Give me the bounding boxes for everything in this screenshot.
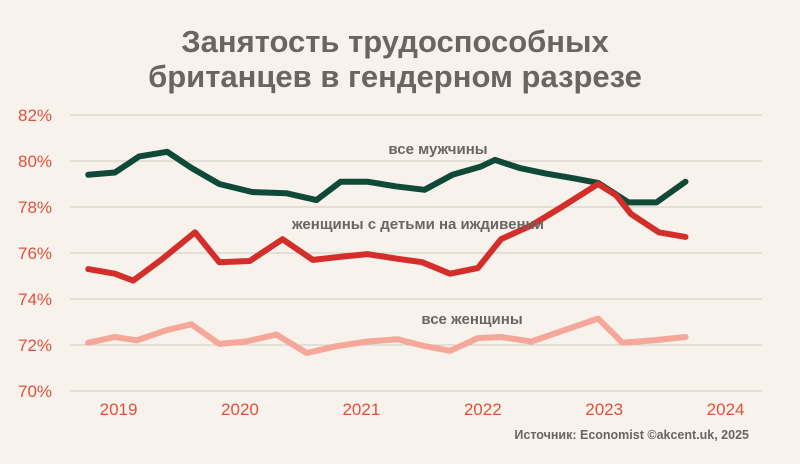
series-label: все мужчины (388, 141, 487, 158)
chart-title-line1: Занятость трудоспособных (181, 24, 609, 59)
series-line (85, 315, 689, 356)
y-tick-label: 74% (18, 290, 52, 309)
y-tick-label: 76% (18, 244, 52, 263)
x-axis-ticks: 2019 2020 2021 2022 2023 2024 (100, 400, 745, 419)
series-line (85, 181, 689, 284)
series-label: все женщины (421, 311, 522, 328)
y-tick-label: 78% (18, 198, 52, 217)
x-tick-label: 2023 (585, 400, 623, 419)
series-labels: все мужчины женщины с детьми на иждивении… (291, 141, 544, 328)
series-lines (85, 148, 689, 356)
series-label: женщины с детьми на иждивении (291, 216, 544, 233)
series-line (85, 148, 689, 206)
y-tick-label: 80% (18, 152, 52, 171)
x-tick-label: 2020 (221, 400, 259, 419)
x-tick-label: 2021 (342, 400, 380, 419)
chart-title-line2: британцев в гендерном разрезе (148, 59, 642, 94)
source-note: Источник: Economist ©akcent.uk, 2025 (514, 428, 749, 442)
x-tick-label: 2019 (100, 400, 138, 419)
y-axis-ticks: 70% 72% 74% 76% 78% 80% 82% (18, 106, 52, 401)
x-tick-label: 2022 (464, 400, 502, 419)
y-tick-label: 82% (18, 106, 52, 125)
y-tick-label: 72% (18, 336, 52, 355)
x-tick-label: 2024 (707, 400, 745, 419)
y-tick-label: 70% (18, 382, 52, 401)
